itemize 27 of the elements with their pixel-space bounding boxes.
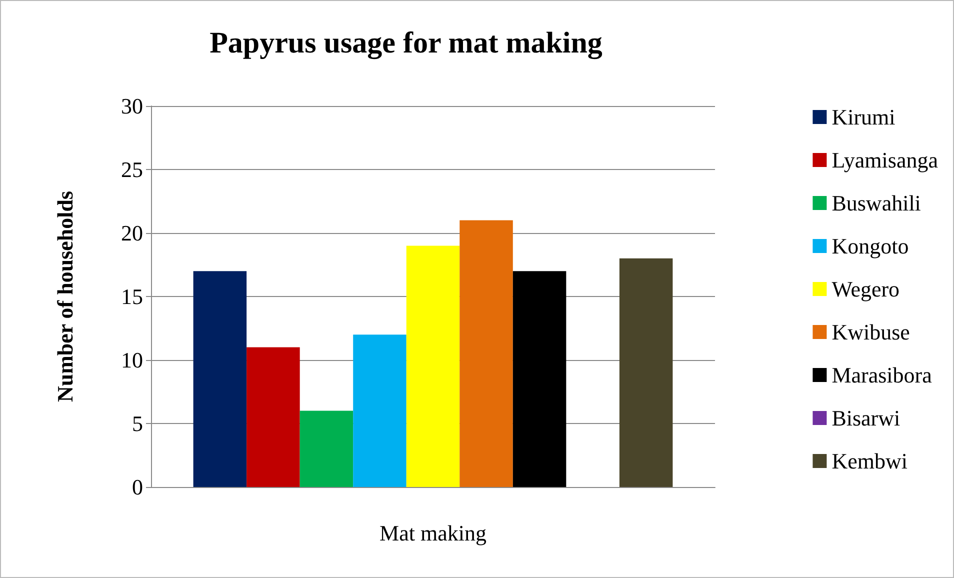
bar bbox=[619, 258, 673, 487]
x-tick-label: Mat making bbox=[380, 520, 486, 546]
legend-label: Marasibora bbox=[832, 362, 932, 388]
legend-label: Kwibuse bbox=[832, 320, 910, 344]
y-tick-label: 0 bbox=[132, 474, 143, 500]
legend-label: Buswahili bbox=[832, 190, 921, 216]
chart-title: Papyrus usage for mat making bbox=[210, 26, 602, 60]
y-tick-label: 25 bbox=[121, 157, 143, 182]
bar bbox=[406, 246, 460, 487]
bar bbox=[246, 347, 300, 487]
legend-label: Kirumi bbox=[832, 104, 896, 130]
bar bbox=[193, 271, 247, 487]
legend-label: Kembwi bbox=[832, 448, 908, 474]
bar bbox=[460, 220, 513, 487]
y-axis-title: Number of households bbox=[52, 190, 78, 402]
bar bbox=[353, 334, 406, 487]
legend-label: Kongoto bbox=[832, 234, 909, 258]
bar bbox=[300, 410, 354, 487]
y-tick-label: 30 bbox=[121, 94, 143, 118]
legend-label: Bisarwi bbox=[832, 406, 900, 430]
bar bbox=[512, 271, 566, 487]
y-tick-label: 5 bbox=[132, 411, 143, 436]
y-tick-label: 15 bbox=[121, 284, 143, 309]
legend-label: Lyamisanga bbox=[832, 148, 938, 172]
legend-label: Wegero bbox=[832, 276, 900, 302]
y-tick-label: 20 bbox=[121, 220, 143, 246]
y-tick-label: 10 bbox=[121, 348, 143, 372]
